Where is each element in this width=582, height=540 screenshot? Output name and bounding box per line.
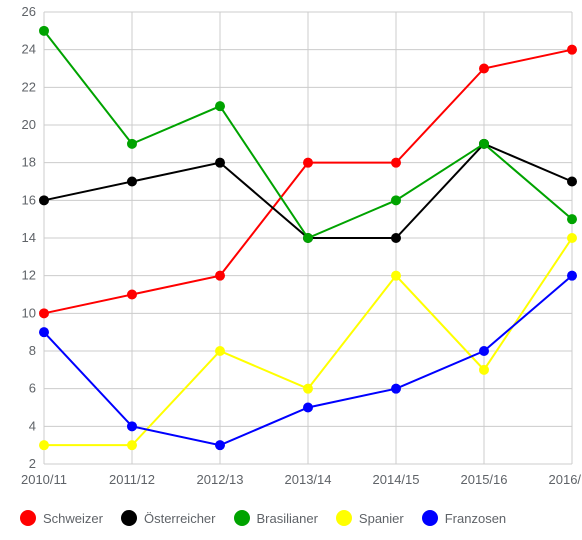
x-axis-label: 2015/16 [461,472,508,487]
legend-label: Österreicher [144,511,216,526]
series-marker [39,195,49,205]
legend-dot [121,510,137,526]
series-marker [127,177,137,187]
series-marker [303,158,313,168]
series-marker [303,233,313,243]
y-axis-label: 8 [29,343,36,358]
series-marker [215,440,225,450]
y-axis-label: 12 [22,268,36,283]
series-marker [127,440,137,450]
legend-label: Brasilianer [257,511,318,526]
series-marker [479,365,489,375]
series-marker [567,271,577,281]
legend-dot [234,510,250,526]
series-marker [567,45,577,55]
y-axis-label: 26 [22,4,36,19]
series-marker [479,346,489,356]
x-axis-label: 2012/13 [197,472,244,487]
series-marker [127,421,137,431]
series-marker [567,177,577,187]
x-axis-label: 2013/14 [285,472,332,487]
legend-item: Spanier [336,510,404,526]
series-marker [391,158,401,168]
chart-svg: 24681012141618202224262010/112011/122012… [0,0,582,540]
legend-label: Spanier [359,511,404,526]
series-marker [391,233,401,243]
series-marker [479,64,489,74]
series-marker [215,101,225,111]
y-axis-label: 10 [22,305,36,320]
y-axis-label: 14 [22,230,36,245]
series-marker [215,271,225,281]
series-marker [127,139,137,149]
series-marker [567,233,577,243]
series-marker [391,195,401,205]
legend-item: Brasilianer [234,510,318,526]
legend-dot [20,510,36,526]
x-axis-label: 2010/11 [21,472,67,487]
series-marker [567,214,577,224]
legend-dot [336,510,352,526]
x-axis-label: 2011/12 [109,472,155,487]
series-marker [215,346,225,356]
y-axis-label: 20 [22,117,36,132]
y-axis-label: 4 [29,418,36,433]
legend-dot [422,510,438,526]
series-marker [39,26,49,36]
legend-label: Franzosen [445,511,506,526]
y-axis-label: 6 [29,381,36,396]
legend-item: Franzosen [422,510,506,526]
y-axis-label: 24 [22,42,36,57]
legend: Schweizer Österreicher Brasilianer Spanier F… [20,510,506,526]
x-axis-label: 2016/17 [549,472,582,487]
series-marker [303,403,313,413]
series-marker [39,327,49,337]
y-axis-label: 18 [22,155,36,170]
y-axis-label: 22 [22,79,36,94]
series-marker [391,271,401,281]
series-marker [39,440,49,450]
legend-item: Schweizer [20,510,103,526]
line-chart: 24681012141618202224262010/112011/122012… [0,0,582,540]
series-marker [215,158,225,168]
series-marker [391,384,401,394]
y-axis-label: 16 [22,192,36,207]
legend-label: Schweizer [43,511,103,526]
series-marker [39,308,49,318]
series-marker [127,290,137,300]
series-marker [303,384,313,394]
y-axis-label: 2 [29,456,36,471]
series-marker [479,139,489,149]
legend-item: Österreicher [121,510,216,526]
x-axis-label: 2014/15 [373,472,420,487]
